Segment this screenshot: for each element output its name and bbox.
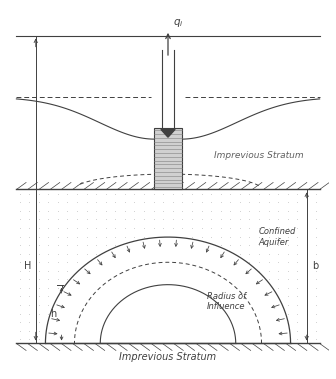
Polygon shape (45, 237, 291, 343)
Text: Imprevious Stratum: Imprevious Stratum (213, 152, 303, 160)
Text: $q_i$: $q_i$ (173, 17, 183, 28)
Text: Radius of
Influence: Radius of Influence (207, 292, 246, 311)
Text: h: h (50, 309, 57, 319)
Text: H: H (24, 262, 31, 271)
Text: Imprevious Stratum: Imprevious Stratum (119, 352, 217, 362)
Text: Confined
Aquifer: Confined Aquifer (258, 227, 296, 247)
Polygon shape (161, 129, 175, 137)
Bar (155, 128, 181, 190)
Text: b: b (311, 262, 318, 271)
